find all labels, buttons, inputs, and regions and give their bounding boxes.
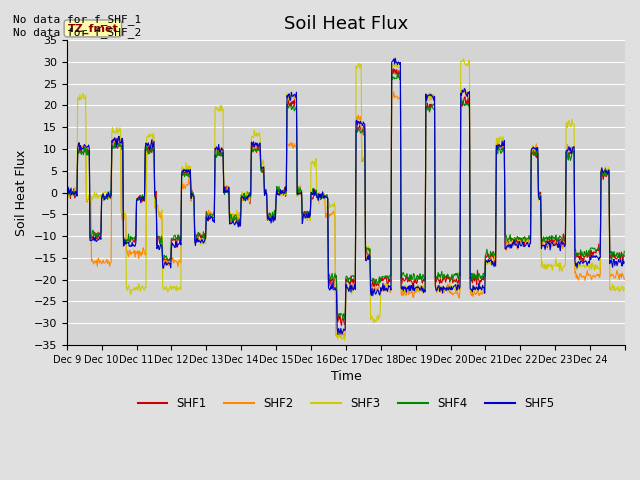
Text: No data for f_SHF_1
No data for f_SHF_2: No data for f_SHF_1 No data for f_SHF_2 [13,14,141,38]
SHF3 [259,162,266,168]
SHF3 [280,186,287,192]
SHF2 [259,167,266,172]
Line: SHF5: SHF5 [67,58,624,335]
SHF2 [461,85,468,91]
Line: SHF1: SHF1 [67,69,624,325]
SHF5 [129,240,136,245]
SHF5 [259,165,266,171]
SHF3 [231,212,239,218]
SHF4 [129,236,136,241]
SHF5 [404,283,412,289]
SHF3 [129,287,136,292]
SHF2 [63,191,70,196]
Title: Soil Heat Flux: Soil Heat Flux [284,15,408,33]
SHF3 [340,337,348,343]
SHF5 [334,332,342,337]
SHF1 [63,185,70,191]
SHF4 [436,272,444,277]
SHF3 [404,286,412,291]
Text: TZ_fmet: TZ_fmet [67,24,118,34]
SHF2 [231,212,239,217]
SHF4 [280,188,287,193]
SHF2 [280,190,287,196]
SHF4 [341,317,349,323]
Y-axis label: Soil Heat Flux: Soil Heat Flux [15,149,28,236]
SHF4 [231,213,239,218]
SHF4 [620,249,628,254]
SHF2 [435,283,443,288]
SHF3 [435,287,443,293]
Legend: SHF1, SHF2, SHF3, SHF4, SHF5: SHF1, SHF2, SHF3, SHF4, SHF5 [133,393,559,415]
SHF5 [620,259,628,265]
Line: SHF4: SHF4 [67,72,624,320]
SHF1 [338,323,346,328]
SHF5 [231,222,239,228]
SHF2 [129,250,136,255]
SHF1 [389,66,397,72]
SHF1 [231,217,239,223]
SHF2 [404,288,412,293]
SHF2 [620,276,628,282]
SHF5 [63,189,70,194]
SHF4 [404,275,412,280]
SHF1 [129,235,136,240]
SHF4 [394,70,401,75]
SHF1 [620,253,628,259]
SHF1 [280,192,287,198]
SHF3 [63,186,70,192]
X-axis label: Time: Time [330,370,361,383]
SHF4 [259,166,266,172]
SHF1 [404,276,412,281]
SHF5 [436,288,444,294]
SHF4 [63,190,70,195]
SHF5 [280,189,287,194]
SHF1 [436,281,444,287]
SHF1 [259,169,266,175]
SHF5 [392,55,399,61]
Line: SHF2: SHF2 [67,88,624,337]
SHF2 [337,334,345,340]
Line: SHF3: SHF3 [67,59,624,340]
SHF3 [620,285,628,291]
SHF3 [460,56,467,62]
